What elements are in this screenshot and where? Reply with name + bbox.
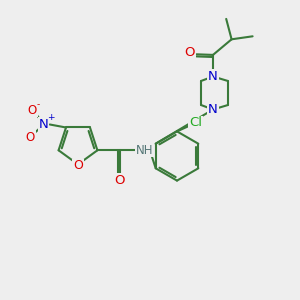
Text: O: O <box>28 103 37 117</box>
Text: O: O <box>26 130 35 144</box>
Text: +: + <box>47 113 54 122</box>
Text: Cl: Cl <box>189 116 202 130</box>
Text: NH: NH <box>136 144 153 157</box>
Text: O: O <box>115 174 125 187</box>
Text: O: O <box>184 46 195 59</box>
Text: N: N <box>208 103 218 116</box>
Text: N: N <box>39 118 49 131</box>
Text: N: N <box>208 70 218 83</box>
Text: O: O <box>73 159 83 172</box>
Text: -: - <box>37 100 40 109</box>
